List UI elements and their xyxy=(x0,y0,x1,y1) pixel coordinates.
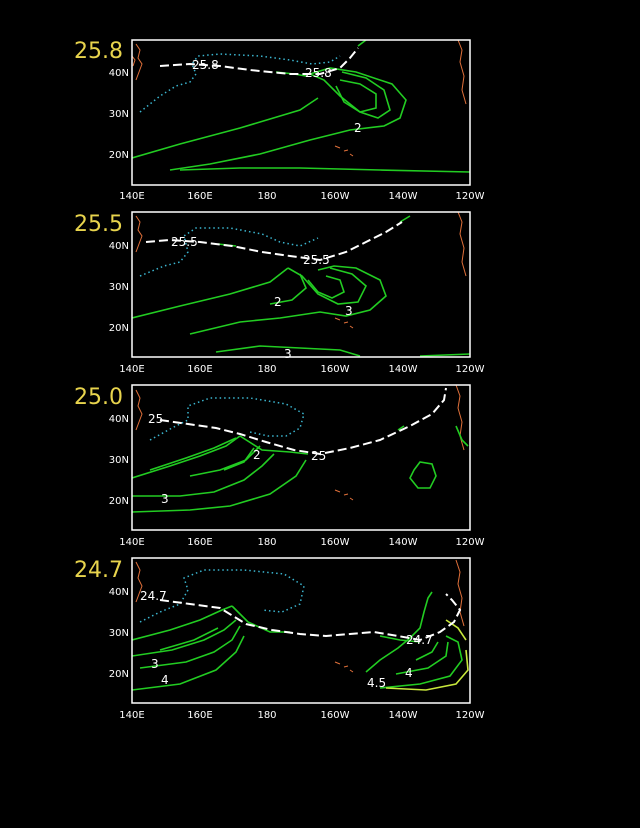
coastline xyxy=(132,40,467,157)
lat-ticks: 40N 30N 20N xyxy=(109,587,129,680)
svg-text:4: 4 xyxy=(161,673,169,687)
svg-text:140E: 140E xyxy=(119,537,144,548)
svg-text:25.5: 25.5 xyxy=(303,253,330,267)
lon-ticks: 140E 160E 180 160W 140W 120W xyxy=(119,710,484,721)
svg-text:160E: 160E xyxy=(187,364,212,375)
svg-text:40N: 40N xyxy=(109,414,129,425)
contour-labels: 25.5 25.5 2 3 3 xyxy=(171,235,353,361)
svg-text:140E: 140E xyxy=(119,710,144,721)
svg-text:180: 180 xyxy=(257,710,276,721)
contour-yellow xyxy=(385,619,469,691)
svg-text:120W: 120W xyxy=(456,364,485,375)
svg-text:25.5: 25.5 xyxy=(171,235,198,249)
svg-text:180: 180 xyxy=(257,364,276,375)
svg-text:160W: 160W xyxy=(321,364,350,375)
coastline xyxy=(135,559,465,673)
contour-labels: 25 2 25 3 xyxy=(148,412,326,506)
contour-lines xyxy=(132,40,470,173)
lon-ticks: 140E 160E 180 160W 140W 120W xyxy=(119,191,484,202)
svg-text:20N: 20N xyxy=(109,150,129,161)
svg-text:30N: 30N xyxy=(109,109,129,120)
map-frame xyxy=(131,384,471,531)
svg-text:25.8: 25.8 xyxy=(192,58,219,72)
svg-text:140W: 140W xyxy=(389,364,418,375)
svg-text:25.8: 25.8 xyxy=(305,66,332,80)
map-frame xyxy=(131,557,471,704)
svg-text:160E: 160E xyxy=(187,191,212,202)
svg-text:30N: 30N xyxy=(109,282,129,293)
contour-lines xyxy=(132,591,463,691)
panel-level-label: 24.7 xyxy=(74,558,123,583)
svg-text:120W: 120W xyxy=(456,537,485,548)
svg-text:3: 3 xyxy=(284,347,292,361)
svg-text:4: 4 xyxy=(405,666,413,680)
outcrop-line xyxy=(159,593,462,642)
outcrop-line xyxy=(159,387,447,456)
svg-text:140W: 140W xyxy=(389,710,418,721)
contour-lines xyxy=(132,215,470,357)
svg-text:160W: 160W xyxy=(321,191,350,202)
lat-ticks: 40N 30N 20N xyxy=(109,414,129,507)
svg-text:3: 3 xyxy=(161,492,169,506)
svg-text:40N: 40N xyxy=(109,68,129,79)
svg-text:180: 180 xyxy=(257,537,276,548)
panel-level-label: 25.5 xyxy=(74,212,123,237)
svg-text:140E: 140E xyxy=(119,364,144,375)
panel-4: 24.7 xyxy=(74,557,485,721)
svg-text:30N: 30N xyxy=(109,628,129,639)
svg-text:20N: 20N xyxy=(109,496,129,507)
coastline xyxy=(135,212,467,329)
outcrop-line xyxy=(159,47,359,75)
svg-text:20N: 20N xyxy=(109,669,129,680)
svg-text:160W: 160W xyxy=(321,537,350,548)
svg-text:2: 2 xyxy=(354,121,362,135)
panel-level-label: 25.8 xyxy=(74,39,123,64)
lon-ticks: 140E 160E 180 160W 140W 120W xyxy=(119,537,484,548)
svg-text:4.5: 4.5 xyxy=(367,676,386,690)
svg-text:24.7: 24.7 xyxy=(406,633,433,647)
contour-lines xyxy=(132,425,469,513)
panel-3: 25.0 xyxy=(74,384,485,548)
lon-ticks: 140E 160E 180 160W 140W 120W xyxy=(119,364,484,375)
outcrop-line xyxy=(145,221,403,262)
svg-text:120W: 120W xyxy=(456,710,485,721)
svg-text:3: 3 xyxy=(151,657,159,671)
svg-text:40N: 40N xyxy=(109,587,129,598)
svg-text:25: 25 xyxy=(148,412,163,426)
contour-labels: 25.8 25.8 2 xyxy=(192,58,362,135)
svg-text:20N: 20N xyxy=(109,323,129,334)
svg-text:2: 2 xyxy=(274,295,282,309)
svg-text:160E: 160E xyxy=(187,710,212,721)
dotted-contour xyxy=(139,227,319,277)
panel-level-label: 25.0 xyxy=(74,385,123,410)
svg-text:160W: 160W xyxy=(321,710,350,721)
map-frame xyxy=(131,39,471,186)
svg-text:2: 2 xyxy=(253,448,261,462)
lat-ticks: 40N 30N 20N xyxy=(109,241,129,334)
svg-text:24.7: 24.7 xyxy=(140,589,167,603)
svg-text:3: 3 xyxy=(345,304,353,318)
svg-text:140W: 140W xyxy=(389,537,418,548)
svg-text:120W: 120W xyxy=(456,191,485,202)
svg-text:25: 25 xyxy=(311,449,326,463)
svg-text:30N: 30N xyxy=(109,455,129,466)
svg-text:140W: 140W xyxy=(389,191,418,202)
contour-labels: 24.7 24.7 3 4 4 4.5 xyxy=(140,589,433,690)
panel-1: 25.8 2 xyxy=(74,39,485,202)
svg-text:180: 180 xyxy=(257,191,276,202)
svg-text:40N: 40N xyxy=(109,241,129,252)
svg-text:140E: 140E xyxy=(119,191,144,202)
map-frame xyxy=(131,211,471,358)
svg-text:160E: 160E xyxy=(187,537,212,548)
panel-2: 25.5 xyxy=(74,211,485,375)
lat-ticks: 40N 30N 20N xyxy=(109,68,129,161)
